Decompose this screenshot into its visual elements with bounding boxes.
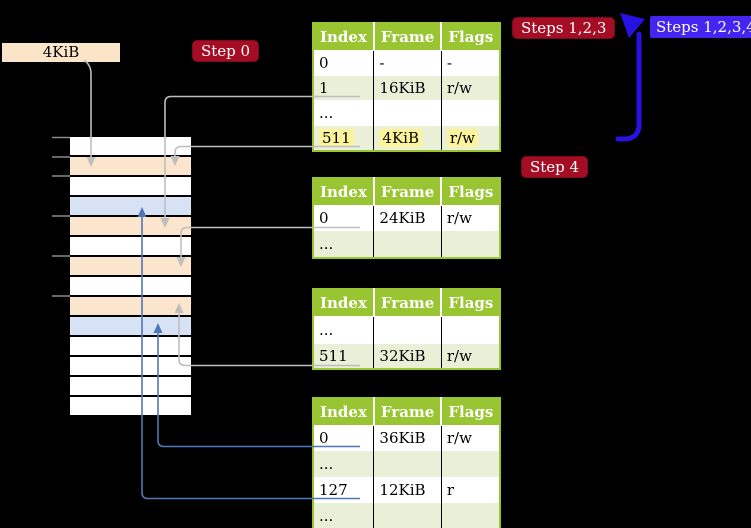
- frame-cell: [373, 100, 442, 126]
- table-row: ...: [313, 450, 501, 478]
- frame-cell: 24KiB: [373, 205, 442, 231]
- table-row: 127 12KiB r: [313, 477, 501, 503]
- memory-cell: [70, 357, 191, 377]
- memory-cell: [70, 157, 191, 177]
- index-cell: ...: [313, 100, 375, 126]
- frame-cell: [373, 450, 442, 478]
- memory-tick-marks: [52, 136, 70, 297]
- flags-cell: r/w: [441, 75, 501, 101]
- table-row: 1 16KiB r/w: [313, 75, 501, 101]
- column-header: Frame: [373, 178, 443, 206]
- flags-cell: [441, 450, 501, 478]
- column-header: Index: [313, 398, 375, 426]
- frame-cell: -: [373, 50, 442, 76]
- table-row: ...: [313, 316, 501, 344]
- index-cell: 0: [313, 425, 375, 451]
- frame-cell: [373, 502, 442, 528]
- table-row: 0 - -: [313, 50, 501, 76]
- steps-loop-arrow: [615, 13, 645, 142]
- table-row: 0 24KiB r/w: [313, 205, 501, 231]
- flags-cell: [441, 316, 501, 344]
- index-cell: 511: [313, 125, 375, 151]
- page-table-1: Index Frame Flags 0 - - 1 16KiB r/w ... …: [312, 22, 502, 152]
- table-row-highlighted: 511 4KiB r/w: [313, 125, 501, 151]
- column-header: Flags: [441, 178, 502, 206]
- flags-cell: r/w: [441, 125, 501, 151]
- memory-cell: [70, 217, 191, 237]
- frame-cell: [373, 316, 442, 344]
- column-header: Frame: [373, 23, 443, 51]
- flags-cell: r/w: [441, 425, 501, 451]
- memory-cell: [70, 277, 191, 297]
- column-header: Flags: [441, 23, 502, 51]
- highlight: 511: [319, 128, 354, 147]
- highlight: r/w: [446, 128, 478, 147]
- index-cell: 127: [313, 477, 375, 503]
- flags-cell: [441, 100, 501, 126]
- index-cell: ...: [313, 230, 375, 258]
- column-header: Index: [313, 289, 375, 317]
- table-row: 0 36KiB r/w: [313, 425, 501, 451]
- page-table-3: Index Frame Flags ... 511 32KiB r/w: [312, 288, 502, 370]
- flags-cell: r/w: [441, 343, 501, 369]
- step4-badge: Step 4: [521, 156, 589, 178]
- memory-cell: [70, 237, 191, 257]
- index-cell: 0: [313, 205, 375, 231]
- physical-memory-column: [70, 137, 191, 415]
- table-row: ...: [313, 230, 501, 258]
- index-cell: 1: [313, 75, 375, 101]
- memory-cell: [70, 397, 191, 415]
- column-header: Index: [313, 178, 375, 206]
- index-cell: ...: [313, 450, 375, 478]
- memory-cell: [70, 297, 191, 317]
- index-cell: ...: [313, 502, 375, 528]
- memory-cell: [70, 317, 191, 337]
- flags-cell: r/w: [441, 205, 501, 231]
- page-table-4: Index Frame Flags 0 36KiB r/w ... 127 12…: [312, 397, 502, 528]
- table-row: ...: [313, 100, 501, 126]
- memory-cell: [70, 377, 191, 397]
- frame-cell: 4KiB: [373, 125, 442, 151]
- memory-cell: [70, 257, 191, 277]
- step0-badge: Step 0: [192, 40, 260, 62]
- column-header: Flags: [441, 289, 502, 317]
- frame-cell: 12KiB: [373, 477, 442, 503]
- steps123-badge: Steps 1,2,3: [512, 17, 616, 39]
- memory-cell: [70, 337, 191, 357]
- column-header: Flags: [441, 398, 502, 426]
- highlight: 4KiB: [379, 128, 422, 147]
- frame-cell: 16KiB: [373, 75, 442, 101]
- memory-cell: [70, 137, 191, 157]
- steps1234-badge: Steps 1,2,3,4: [650, 16, 751, 38]
- index-cell: ...: [313, 316, 375, 344]
- frame-cell: 36KiB: [373, 425, 442, 451]
- memory-cell: [70, 197, 191, 217]
- index-cell: 511: [313, 343, 375, 369]
- flags-cell: [441, 502, 501, 528]
- index-cell: 0: [313, 50, 375, 76]
- column-header: Frame: [373, 289, 443, 317]
- flags-cell: -: [441, 50, 501, 76]
- column-header: Frame: [373, 398, 443, 426]
- table-row: 511 32KiB r/w: [313, 343, 501, 369]
- table-row: ...: [313, 502, 501, 528]
- memory-cell: [70, 177, 191, 197]
- page-table-2: Index Frame Flags 0 24KiB r/w ...: [312, 177, 502, 259]
- frame-cell: 32KiB: [373, 343, 442, 369]
- frame-size-box: 4KiB: [2, 43, 120, 62]
- flags-cell: [441, 230, 501, 258]
- column-header: Index: [313, 23, 375, 51]
- flags-cell: r: [441, 477, 501, 503]
- frame-cell: [373, 230, 442, 258]
